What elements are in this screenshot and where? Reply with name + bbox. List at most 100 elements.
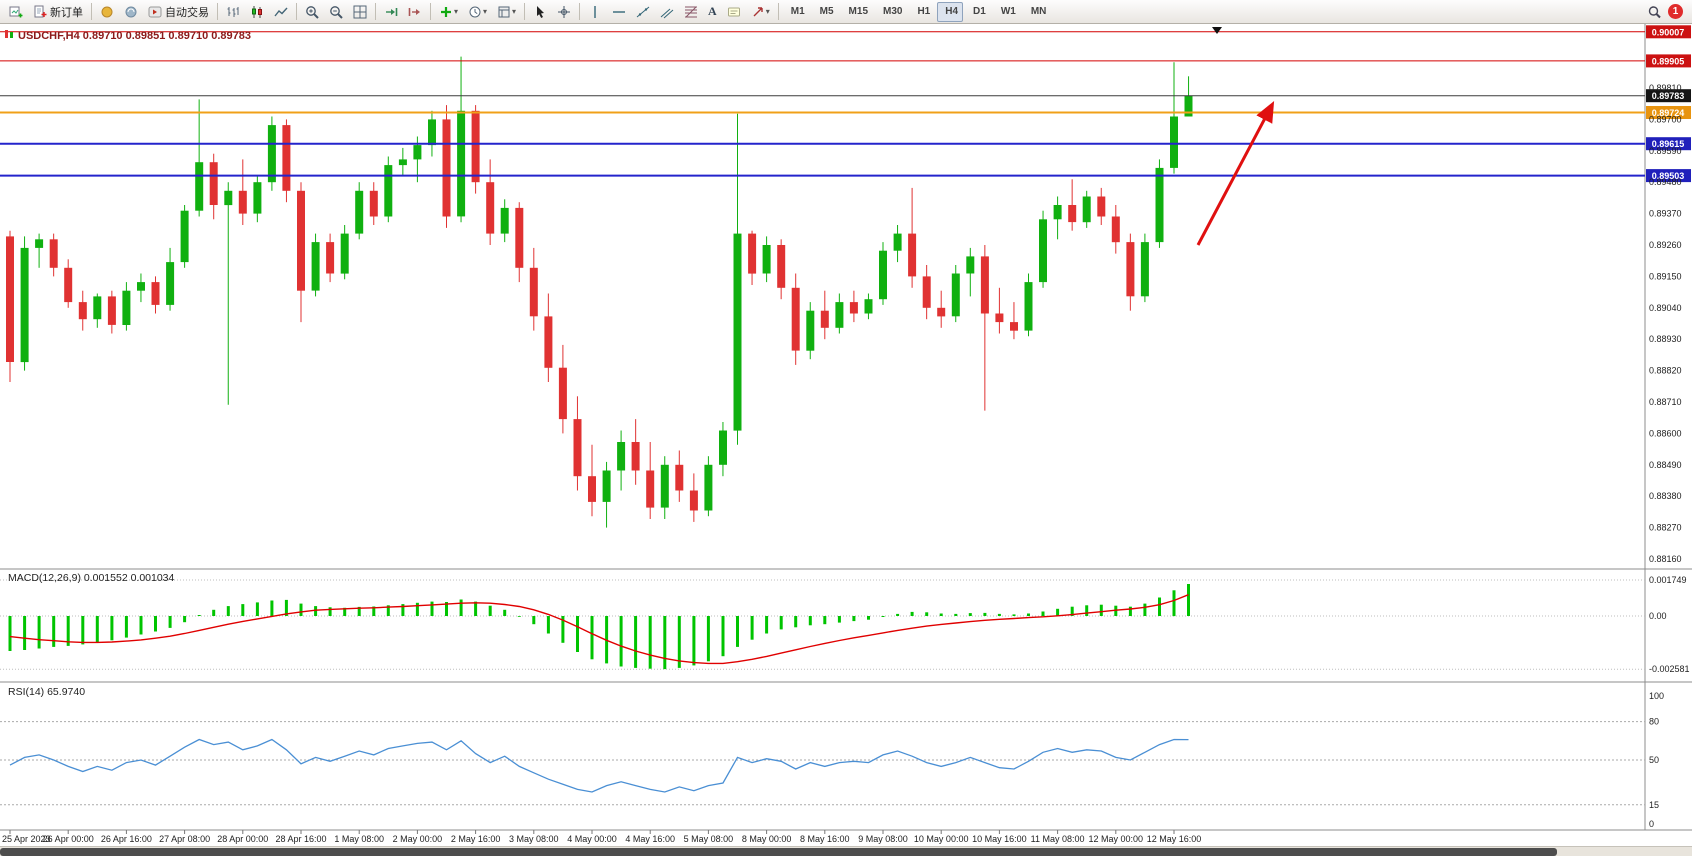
macd-indicator: 0.001749 0.00 -0.002581 MACD(12,26,9) 0.001… [0, 572, 1690, 674]
price-axis-label: 0.89150 [1649, 271, 1682, 281]
templates-button[interactable]: ▾ [493, 2, 520, 22]
macd-histogram-bar [1041, 611, 1045, 616]
mql5-community-button[interactable] [96, 2, 118, 22]
macd-histogram-bar [183, 616, 187, 623]
time-axis-label: 25 Apr 2023 [2, 834, 51, 844]
notification-badge[interactable]: 1 [1668, 4, 1683, 19]
arrow-tools-dropdown-caret[interactable]: ▾ [765, 7, 770, 16]
channel-tool-button[interactable] [656, 2, 678, 22]
search-icon [1647, 5, 1661, 19]
tf-m1-button[interactable]: M1 [783, 2, 810, 22]
candle-body [1126, 242, 1135, 297]
tf-m15-button[interactable]: M15 [841, 2, 873, 22]
fibonacci-tool-icon [684, 5, 698, 19]
candle-body [588, 476, 596, 502]
scroll-to-end-marker[interactable] [1212, 27, 1222, 34]
virtual-hosting-button[interactable] [120, 2, 142, 22]
auto-scroll-button[interactable] [380, 2, 402, 22]
horizontal-scrollbar[interactable] [0, 846, 1692, 856]
toolbar-separator [375, 3, 376, 20]
new-order-button[interactable]: 新订单 [29, 2, 87, 22]
trendline-tool-button[interactable] [632, 2, 654, 22]
time-axis-label: 11 May 08:00 [1031, 834, 1085, 844]
crosshair-icon [557, 5, 571, 19]
candlestick-mode-button[interactable] [246, 2, 268, 22]
usdchf-h4-chart[interactable]: 0.900070.899050.897830.897240.896150.895… [0, 24, 1692, 846]
indicators-dropdown-caret[interactable]: ▾ [454, 7, 459, 16]
chart-window: 0.90007 0.89905 0.89783 0.89724 0.89615 0.895… [0, 24, 1692, 846]
resistance-line-2-badge-label: 0.89905 [1652, 56, 1685, 66]
candle-body [951, 273, 960, 317]
time-axis-label: 12 May 00:00 [1089, 834, 1144, 844]
rsi-axis-label: 0 [1649, 819, 1654, 829]
candle-body [369, 190, 378, 217]
tf-h4-button[interactable]: H4 [937, 1, 964, 22]
periods-button[interactable]: ▾ [464, 2, 491, 22]
candle-body [908, 233, 917, 277]
tf-w1-button[interactable]: W1 [993, 2, 1021, 22]
periods-dropdown-caret[interactable]: ▾ [483, 7, 488, 16]
chart-shift-button[interactable] [404, 2, 426, 22]
arrow-tools-button[interactable]: ▾ [747, 2, 774, 22]
candle-body [224, 190, 233, 206]
candle-body [78, 302, 87, 320]
zoom-in-button[interactable] [301, 2, 323, 22]
support-line-1-badge [1646, 137, 1691, 151]
fibonacci-tool-button[interactable] [680, 2, 702, 22]
candle-body [646, 470, 655, 508]
candle-body [719, 430, 727, 465]
auto-trading-button[interactable]: 自动交易 [144, 2, 213, 22]
indicators-button[interactable]: ▾ [435, 2, 462, 22]
support-line-2-badge [1646, 169, 1691, 183]
title-icon-bar-green [10, 32, 13, 38]
candle-body [297, 190, 305, 291]
candle-body [602, 470, 611, 502]
line-chart-mode-icon [274, 5, 288, 19]
cursor-button[interactable] [529, 2, 551, 22]
candle-body [864, 299, 873, 314]
text-label-tool-button[interactable] [723, 2, 745, 22]
macd-histogram-bar [968, 613, 972, 616]
price-axis-label: 0.88820 [1649, 366, 1682, 376]
candle-body [1184, 95, 1193, 117]
candle-body [442, 119, 451, 217]
crosshair-button[interactable] [553, 2, 575, 22]
vertical-line-tool-button[interactable] [584, 2, 606, 22]
tf-m30-button[interactable]: M30 [875, 2, 907, 22]
trend-arrow[interactable] [1196, 101, 1275, 246]
candle-body [558, 367, 567, 420]
candle-body [282, 125, 291, 191]
macd-histogram-bar [765, 616, 769, 634]
search-button[interactable] [1643, 2, 1665, 22]
candle-body [457, 110, 466, 217]
candle-body [166, 262, 175, 305]
line-chart-mode-button[interactable] [270, 2, 292, 22]
chart-title-icon [5, 30, 13, 38]
tile-windows-button[interactable] [349, 2, 371, 22]
candle-body [733, 233, 742, 431]
horizontal-line-tool-button[interactable] [608, 2, 630, 22]
candle-body [413, 145, 422, 160]
macd-histogram-bar [532, 616, 536, 625]
periods-icon [468, 5, 482, 19]
macd-histogram-bar [692, 616, 696, 666]
tf-mn-button[interactable]: MN [1023, 2, 1052, 22]
price-axis-label: 0.88600 [1649, 428, 1682, 438]
tf-m5-button[interactable]: M5 [812, 2, 839, 22]
new-chart-button[interactable] [5, 2, 27, 22]
macd-histogram-bar [1056, 608, 1060, 616]
toolbar-separator [777, 3, 779, 20]
tf-d1-button[interactable]: D1 [965, 2, 991, 22]
text-tool-button[interactable]: A [704, 2, 721, 22]
zoom-out-button[interactable] [325, 2, 347, 22]
tf-h1-button[interactable]: H1 [909, 2, 935, 22]
macd-histogram-bar [328, 607, 332, 616]
bar-chart-mode-icon [226, 5, 240, 19]
rsi-line [9, 738, 1189, 793]
scrollbar-thumb[interactable] [0, 848, 1557, 856]
templates-dropdown-caret[interactable]: ▾ [512, 7, 517, 16]
bar-chart-mode-button[interactable] [222, 2, 244, 22]
time-axis-label: 10 May 00:00 [914, 834, 969, 844]
